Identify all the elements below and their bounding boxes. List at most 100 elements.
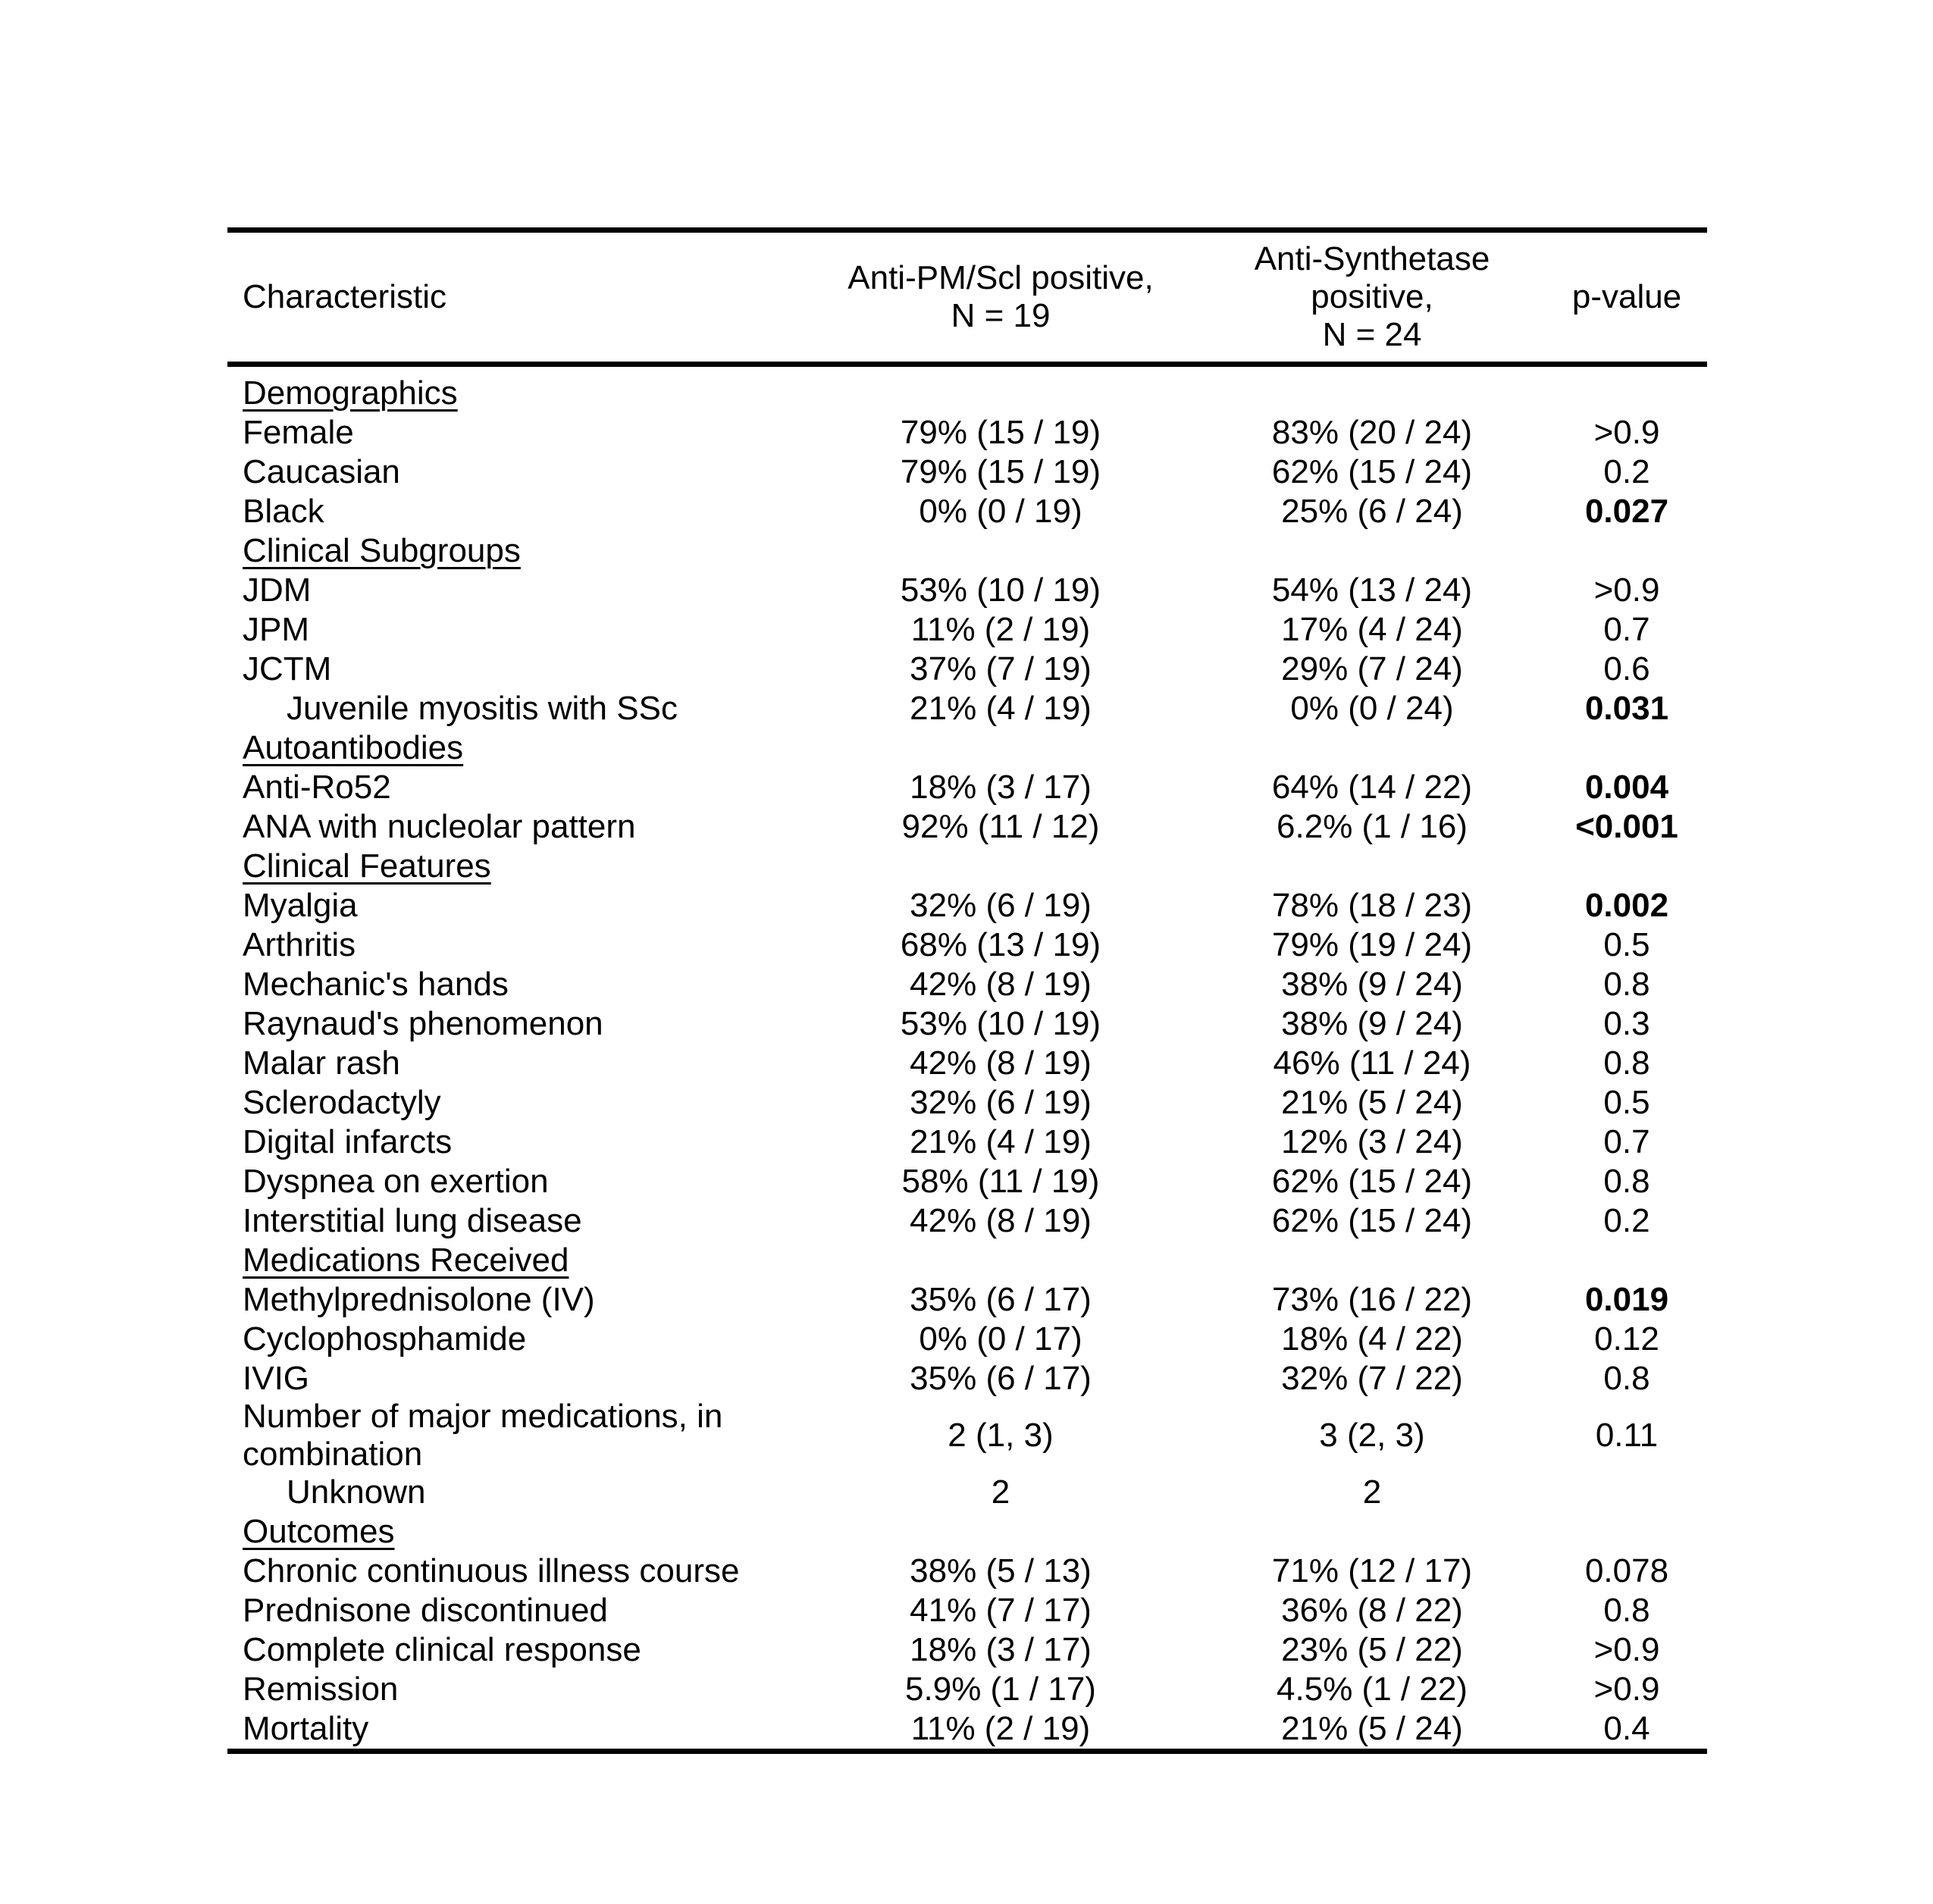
group1-value: 2 (991, 1473, 1010, 1511)
group1-value: 42% (8 / 19) (910, 1201, 1092, 1239)
p-value: >0.9 (1593, 413, 1660, 451)
section-row: Autoantibodies (227, 728, 1707, 767)
row-label: JCTM (243, 650, 332, 687)
p-value: 0.2 (1603, 453, 1650, 490)
p-value-cell: >0.9 (1546, 570, 1707, 609)
p-value: 0.6 (1603, 650, 1650, 687)
group2-value: 78% (18 / 23) (1271, 886, 1473, 924)
group2-cell: 12% (3 / 24) (1198, 1122, 1546, 1161)
table-row: Number of major medications, in combinat… (227, 1398, 1707, 1473)
group1-value: 21% (4 / 19) (910, 689, 1092, 727)
row-label: Mortality (243, 1710, 369, 1748)
group1-cell: 18% (3 / 17) (804, 767, 1198, 806)
p-value: <0.001 (1575, 807, 1678, 845)
group1-cell: 37% (7 / 19) (804, 649, 1198, 688)
comparison-table-container: Characteristic Anti-PM/Scl positive, N =… (227, 227, 1707, 1754)
row-label-cell: Arthritis (227, 925, 804, 964)
p-value-cell: 0.078 (1546, 1552, 1707, 1591)
empty-cell (804, 728, 1198, 767)
group1-value: 0% (0 / 17) (919, 1320, 1082, 1358)
group2-value: 62% (15 / 24) (1271, 1201, 1473, 1239)
p-value: 0.5 (1603, 1083, 1650, 1121)
row-label: Raynaud's phenomenon (243, 1004, 603, 1042)
row-label-cell: Mortality (227, 1709, 804, 1752)
empty-cell (1198, 1512, 1546, 1552)
row-label: Complete clinical response (243, 1631, 641, 1669)
group1-cell: 0% (0 / 17) (804, 1319, 1198, 1358)
table-row: Sclerodactyly 32% (6 / 19) 21% (5 / 24) … (227, 1082, 1707, 1122)
row-label-cell: Malar rash (227, 1043, 804, 1082)
group2-value: 18% (4 / 22) (1281, 1320, 1463, 1358)
p-value-cell: 0.8 (1546, 964, 1707, 1004)
p-value: 0.11 (1595, 1417, 1659, 1455)
group1-value: 68% (13 / 19) (900, 925, 1101, 963)
group1-value: 38% (5 / 13) (910, 1552, 1092, 1590)
table-row: JDM 53% (10 / 19) 54% (13 / 24) >0.9 (227, 570, 1707, 609)
table-row: Mechanic's hands 42% (8 / 19) 38% (9 / 2… (227, 964, 1707, 1004)
header-group1: Anti-PM/Scl positive, N = 19 (804, 230, 1198, 368)
group1-value: 92% (11 / 12) (901, 807, 1100, 845)
p-value: 0.019 (1584, 1280, 1669, 1318)
row-label: Sclerodactyly (243, 1083, 441, 1121)
table-row: Black 0% (0 / 19) 25% (6 / 24) 0.027 (227, 491, 1707, 531)
table-row: Caucasian 79% (15 / 19) 62% (15 / 24) 0.… (227, 452, 1707, 491)
empty-cell (1198, 531, 1546, 570)
group1-cell: 41% (7 / 17) (804, 1591, 1198, 1630)
group1-value: 53% (10 / 19) (900, 1004, 1101, 1042)
group1-value: 18% (3 / 17) (910, 1631, 1092, 1669)
group1-cell: 53% (10 / 19) (804, 1004, 1198, 1043)
p-value-cell: 0.2 (1546, 1201, 1707, 1240)
p-value-cell: >0.9 (1546, 412, 1707, 452)
group1-value: 21% (4 / 19) (910, 1123, 1092, 1160)
empty-cell (1546, 1240, 1707, 1279)
row-label-cell: Mechanic's hands (227, 964, 804, 1004)
table-row: JPM 11% (2 / 19) 17% (4 / 24) 0.7 (227, 609, 1707, 649)
row-label-cell: Prednisone discontinued (227, 1591, 804, 1630)
group2-value: 54% (13 / 24) (1271, 571, 1473, 609)
row-label: Arthritis (243, 925, 356, 963)
p-value: 0.8 (1603, 965, 1650, 1003)
table-body: Demographics Female 79% (15 / 19) 83% (2… (227, 365, 1707, 1752)
header-p-value: p-value (1546, 230, 1707, 368)
table-row: Chronic continuous illness course 38% (5… (227, 1552, 1707, 1591)
section-row: Demographics (227, 365, 1707, 413)
row-label: Chronic continuous illness course (243, 1552, 740, 1590)
empty-cell (1546, 846, 1707, 885)
group2-cell: 29% (7 / 24) (1198, 649, 1546, 688)
group2-value: 73% (16 / 22) (1271, 1280, 1473, 1318)
p-value: 0.7 (1603, 610, 1650, 648)
group1-value: 32% (6 / 19) (910, 1083, 1092, 1121)
group1-cell: 11% (2 / 19) (804, 1709, 1198, 1752)
section-row: Clinical Features (227, 846, 1707, 885)
empty-cell (804, 1240, 1198, 1279)
table-row: Juvenile myositis with SSc 21% (4 / 19) … (227, 688, 1707, 728)
table-row: Dyspnea on exertion 58% (11 / 19) 62% (1… (227, 1161, 1707, 1201)
group1-cell: 35% (6 / 17) (804, 1279, 1198, 1319)
group2-value: 4.5% (1 / 22) (1277, 1671, 1468, 1708)
group2-value: 79% (19 / 24) (1271, 925, 1473, 963)
group1-value: 37% (7 / 19) (910, 650, 1092, 687)
group2-value: 29% (7 / 24) (1281, 650, 1463, 687)
p-value: >0.9 (1593, 1631, 1660, 1669)
p-value-cell: 0.031 (1546, 688, 1707, 728)
empty-cell (1546, 365, 1707, 413)
group1-cell: 21% (4 / 19) (804, 688, 1198, 728)
group1-value: 35% (6 / 17) (910, 1359, 1092, 1397)
table-row: Remission 5.9% (1 / 17) 4.5% (1 / 22) >0… (227, 1670, 1707, 1709)
group2-value: 32% (7 / 22) (1281, 1359, 1463, 1397)
row-label: Digital infarcts (243, 1123, 453, 1160)
group2-cell: 46% (11 / 24) (1198, 1043, 1546, 1082)
group2-cell: 21% (5 / 24) (1198, 1082, 1546, 1122)
p-value-cell: 0.8 (1546, 1161, 1707, 1201)
p-value: 0.5 (1603, 925, 1650, 963)
group2-cell: 2 (1198, 1473, 1546, 1512)
group1-value: 0% (0 / 19) (919, 492, 1082, 530)
group2-value: 83% (20 / 24) (1271, 413, 1473, 451)
header-group2-line2: N = 24 (1322, 316, 1422, 354)
group1-value: 11% (2 / 19) (910, 1710, 1091, 1748)
comparison-table: Characteristic Anti-PM/Scl positive, N =… (227, 227, 1707, 1754)
section-row: Clinical Subgroups (227, 531, 1707, 570)
row-label: Female (243, 413, 354, 451)
row-label: Black (243, 492, 324, 530)
p-value-cell: 0.027 (1546, 491, 1707, 531)
